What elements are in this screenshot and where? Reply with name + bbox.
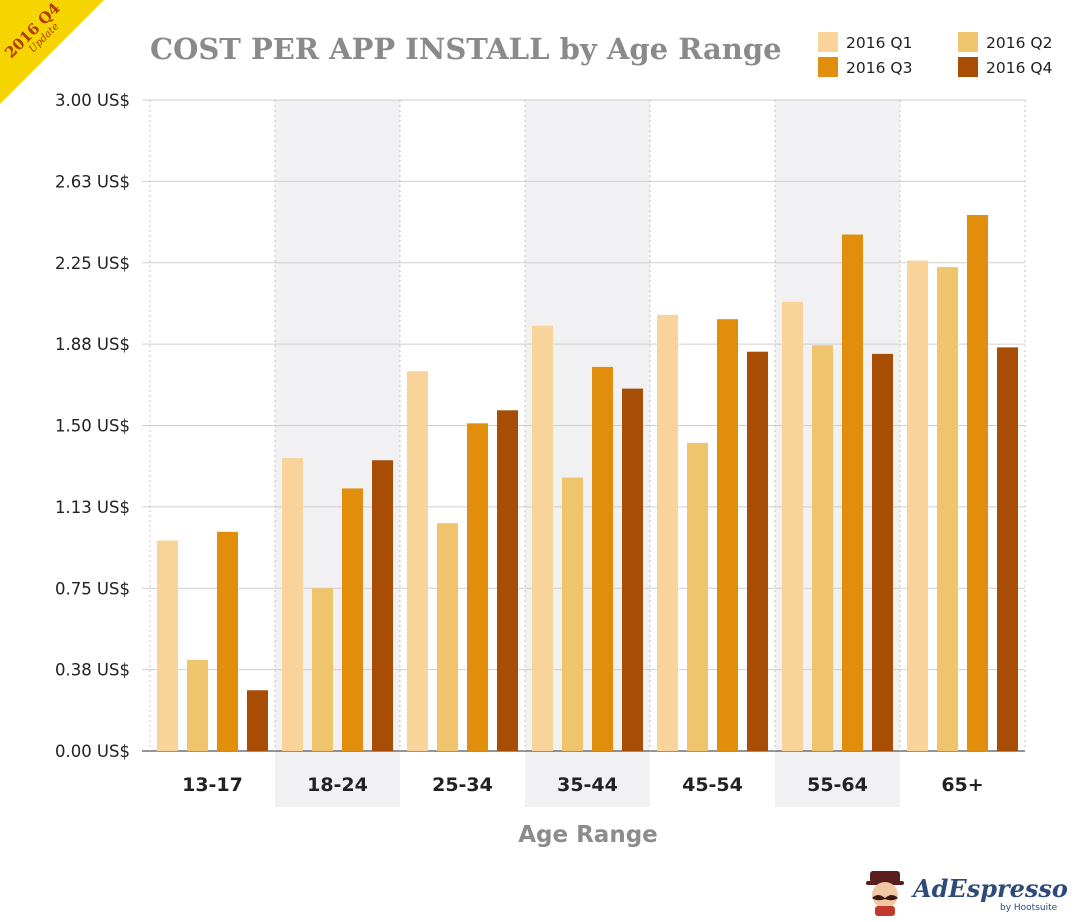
bar-45-54-2016-q2 [687,442,708,751]
x-axis-label: Age Range [518,822,658,848]
bar-35-44-2016-q1 [532,325,553,751]
y-tick-label: 0.75 US$ [55,579,130,598]
x-tick-label: 35-44 [557,774,618,796]
x-tick-label: 65+ [941,774,983,796]
bar-55-64-2016-q2 [812,345,833,751]
bars [157,215,1018,752]
x-axis-ticks: 13-17 18-24 25-34 35-44 45-54 55-64 65+ [182,774,984,796]
bar-25-34-2016-q2 [437,523,458,751]
legend-swatch [958,57,978,77]
logo-subtext: by Hootsuite [1000,903,1058,913]
bar-25-34-2016-q3 [467,423,488,751]
x-tick-label: 45-54 [682,774,743,796]
bar-55-64-2016-q3 [842,234,863,752]
chart-legend: 2016 Q1 2016 Q2 2016 Q3 2016 Q4 [818,32,1052,77]
y-axis-ticks: 0.00 US$ 0.38 US$ 0.75 US$ 1.13 US$ 1.50 US$… [55,91,130,761]
bar-13-17-2016-q4 [247,690,268,751]
category-bands [275,100,900,807]
bar-13-17-2016-q1 [157,540,178,751]
bar-55-64-2016-q4 [872,353,893,751]
y-tick-label: 0.38 US$ [55,661,130,680]
legend-label: 2016 Q3 [846,59,912,77]
x-tick-label: 13-17 [182,774,243,796]
bar-18-24-2016-q1 [282,458,303,751]
legend-swatch [818,57,838,77]
bar-45-54-2016-q4 [747,351,768,751]
bar-13-17-2016-q3 [217,531,238,751]
legend-label: 2016 Q2 [986,34,1052,52]
bar-25-34-2016-q4 [497,410,518,751]
y-tick-label: 2.25 US$ [55,254,130,273]
logo-wordmark: AdEspresso [911,874,1068,903]
bar-35-44-2016-q4 [622,388,643,751]
mascot-icon [866,871,904,916]
x-tick-label: 18-24 [307,774,368,796]
bar-65+-2016-q2 [937,267,958,751]
bar-13-17-2016-q2 [187,659,208,751]
y-tick-label: 3.00 US$ [55,91,130,110]
bar-18-24-2016-q3 [342,488,363,751]
y-tick-label: 1.88 US$ [55,335,130,354]
bar-18-24-2016-q4 [372,460,393,751]
y-tick-label: 1.50 US$ [55,417,130,436]
legend-label: 2016 Q1 [846,34,912,52]
x-tick-label: 25-34 [432,774,493,796]
bar-65+-2016-q3 [967,215,988,751]
bar-65+-2016-q4 [997,347,1018,751]
bar-65+-2016-q1 [907,260,928,751]
y-tick-label: 2.63 US$ [55,172,130,191]
bar-45-54-2016-q3 [717,319,738,751]
legend-swatch [958,32,978,52]
bar-35-44-2016-q3 [592,366,613,751]
adespresso-logo: AdEspresso by Hootsuite [866,871,1068,916]
bar-25-34-2016-q1 [407,371,428,751]
chart-title: COST PER APP INSTALL by Age Range [150,32,782,66]
bar-45-54-2016-q1 [657,314,678,751]
y-tick-label: 0.00 US$ [55,742,130,761]
bar-35-44-2016-q2 [562,477,583,751]
bar-18-24-2016-q2 [312,588,333,751]
x-tick-label: 55-64 [807,774,868,796]
bar-55-64-2016-q1 [782,301,803,751]
legend-swatch [818,32,838,52]
category-dividers [149,100,1026,751]
legend-label: 2016 Q4 [986,59,1052,77]
update-badge: 2016 Q4 Update [0,0,104,104]
y-tick-label: 1.13 US$ [55,498,130,517]
